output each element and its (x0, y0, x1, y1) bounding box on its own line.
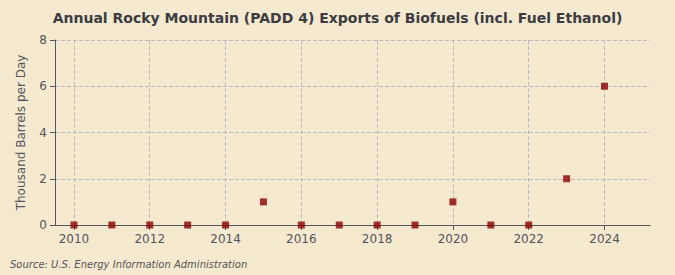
svg-text:2018: 2018 (362, 232, 393, 246)
svg-text:2022: 2022 (513, 232, 544, 246)
svg-text:0: 0 (39, 218, 47, 232)
svg-text:8: 8 (39, 33, 47, 47)
svg-text:2016: 2016 (286, 232, 317, 246)
svg-text:2020: 2020 (438, 232, 469, 246)
svg-text:2024: 2024 (589, 232, 620, 246)
svg-text:6: 6 (39, 79, 47, 93)
svg-text:Thousand Barrels per Day: Thousand Barrels per Day (14, 55, 28, 212)
svg-text:2014: 2014 (210, 232, 241, 246)
svg-text:2010: 2010 (59, 232, 90, 246)
svg-text:2012: 2012 (134, 232, 165, 246)
svg-text:Source: U.S. Energy Informatio: Source: U.S. Energy Information Administ… (10, 259, 247, 270)
svg-text:2: 2 (39, 172, 47, 186)
svg-text:Annual Rocky Mountain (PADD 4): Annual Rocky Mountain (PADD 4) Exports o… (53, 10, 623, 26)
svg-text:4: 4 (39, 126, 47, 140)
